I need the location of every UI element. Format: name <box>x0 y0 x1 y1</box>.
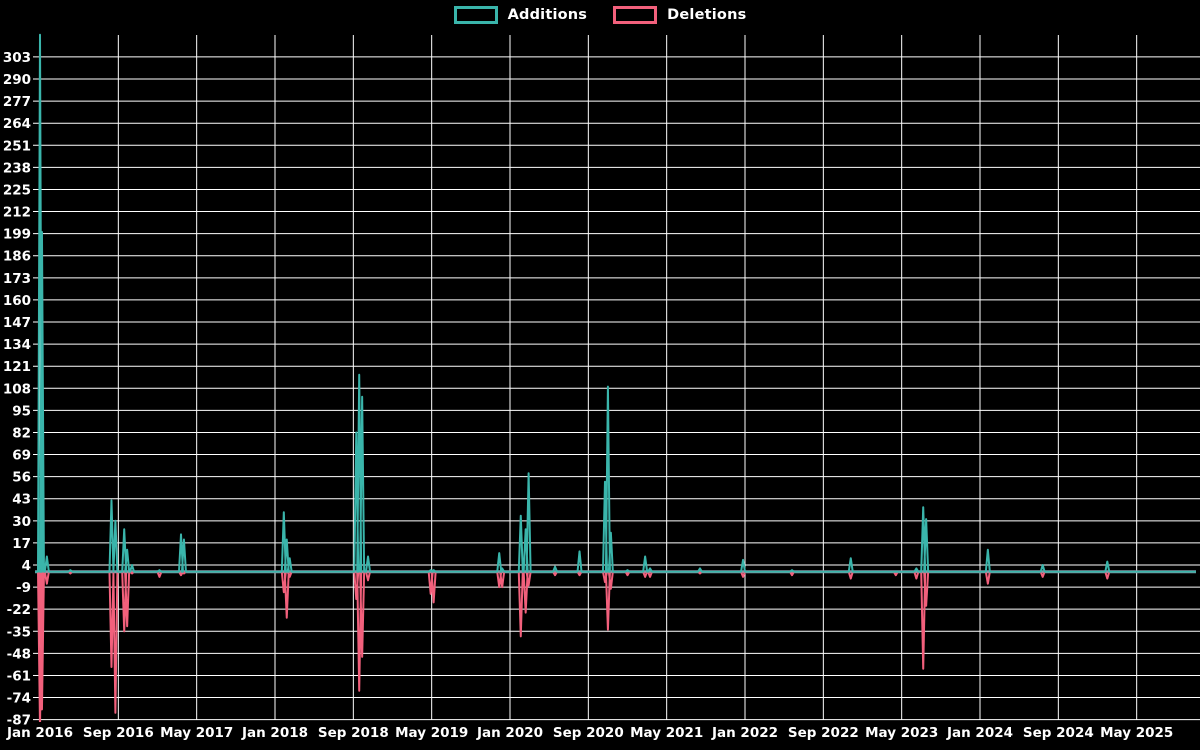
y-tick-label: 212 <box>3 205 31 221</box>
x-tick-label: May 2023 <box>865 725 938 741</box>
y-tick-label: 69 <box>12 448 31 464</box>
deletions-line <box>35 570 1196 722</box>
y-tick-label: 43 <box>12 492 31 508</box>
additions-swatch-icon <box>453 6 498 24</box>
x-tick-label: Jan 2018 <box>241 725 308 741</box>
y-tick-label: 147 <box>3 315 31 331</box>
x-tick-label: Jan 2016 <box>6 725 73 741</box>
y-tick-label: 160 <box>3 293 31 309</box>
y-tick-label: 186 <box>3 249 31 265</box>
y-tick-label: 95 <box>12 403 31 419</box>
x-tick-label: May 2021 <box>630 725 703 741</box>
y-tick-label: 225 <box>3 182 31 198</box>
y-tick-label: 134 <box>3 337 31 353</box>
legend-label-additions: Additions <box>507 7 588 23</box>
y-tick-label: 4 <box>22 558 31 574</box>
y-tick-label: -9 <box>16 580 31 596</box>
y-tick-label: 17 <box>12 536 31 552</box>
x-tick-label: Sep 2020 <box>553 725 624 741</box>
y-tick-label: -74 <box>7 691 31 707</box>
y-tick-label: 121 <box>3 359 31 375</box>
y-tick-label: -87 <box>7 713 31 729</box>
y-tick-label: 108 <box>3 381 31 397</box>
y-tick-label: 56 <box>12 470 31 486</box>
y-tick-label: -35 <box>7 624 31 640</box>
x-tick-label: May 2025 <box>1100 725 1173 741</box>
x-tick-label: Jan 2022 <box>711 725 778 741</box>
legend-label-deletions: Deletions <box>667 7 747 23</box>
deletions-swatch-icon <box>613 6 658 24</box>
legend-item-additions[interactable]: Additions <box>453 6 588 24</box>
y-tick-label: 82 <box>12 425 31 441</box>
y-tick-label: -48 <box>7 646 31 662</box>
chart-legend: Additions Deletions <box>0 6 1200 24</box>
y-tick-label: 173 <box>3 271 31 287</box>
x-tick-label: Sep 2024 <box>1023 725 1094 741</box>
x-tick-label: Sep 2016 <box>83 725 154 741</box>
x-tick-label: May 2017 <box>160 725 233 741</box>
y-tick-label: 199 <box>3 227 31 243</box>
y-tick-label: 303 <box>3 50 31 66</box>
x-tick-label: Sep 2022 <box>788 725 859 741</box>
additions-line <box>35 33 1196 573</box>
x-tick-label: Jan 2020 <box>476 725 543 741</box>
x-tick-label: Jan 2024 <box>946 725 1013 741</box>
x-tick-label: Sep 2018 <box>318 725 389 741</box>
y-tick-label: -61 <box>7 668 31 684</box>
y-tick-label: 264 <box>3 116 31 132</box>
y-tick-label: 277 <box>3 94 31 110</box>
y-tick-label: 30 <box>12 514 31 530</box>
y-tick-label: 251 <box>3 138 31 154</box>
y-tick-label: -22 <box>7 602 31 618</box>
y-tick-label: 238 <box>3 160 31 176</box>
legend-item-deletions[interactable]: Deletions <box>613 6 746 24</box>
x-tick-label: May 2019 <box>395 725 468 741</box>
y-tick-label: 290 <box>3 72 31 88</box>
